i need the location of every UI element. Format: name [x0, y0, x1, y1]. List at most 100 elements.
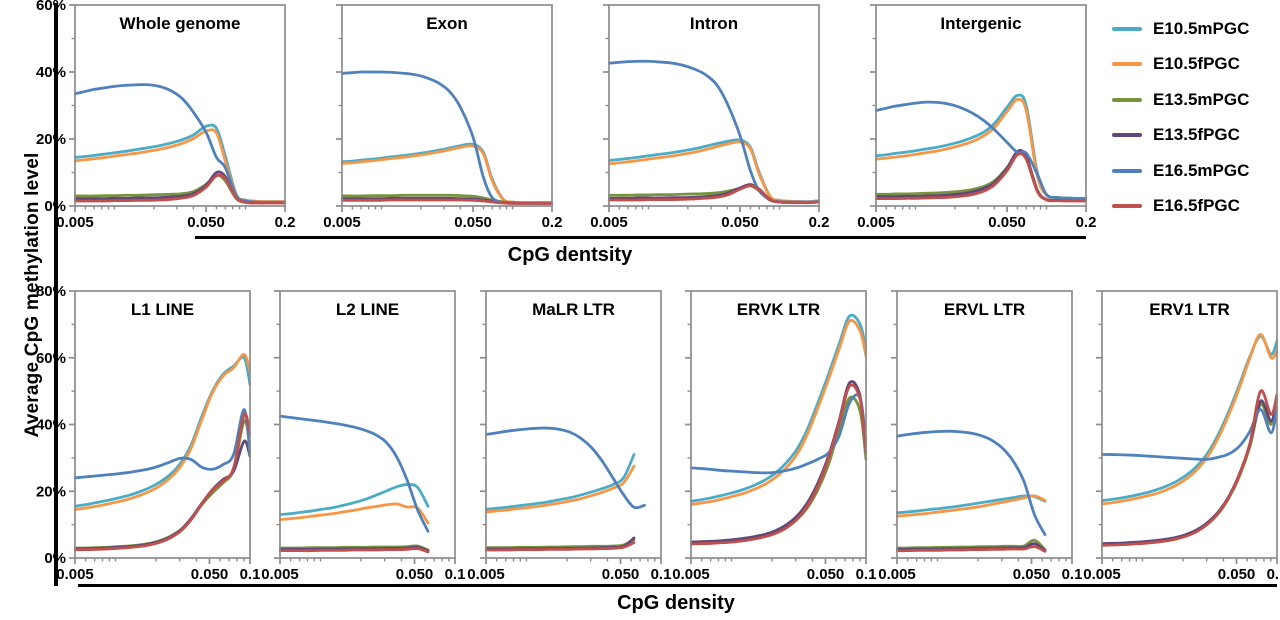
chart-title: L1 LINE [131, 300, 194, 319]
chart-title: Intron [690, 14, 738, 33]
chart-title: Exon [426, 14, 468, 33]
legend-item: E16.5mPGC [1112, 160, 1280, 181]
y-tick-label: 40% [36, 417, 66, 434]
legend-swatch-line [1112, 133, 1142, 137]
x-tick-label: 0.005 [467, 566, 505, 583]
series-line-E16.5mPGC [875, 100, 1087, 201]
x-tick-label: 0.050 [988, 214, 1026, 231]
legend-item: E13.5fPGC [1112, 125, 1280, 146]
chart-title: Whole genome [120, 14, 241, 33]
y-tick-label: 60% [36, 0, 66, 14]
x-tick-label: 0.005 [672, 566, 710, 583]
series-line-E16.5fPGC [74, 412, 251, 552]
x-tick-label: 0.2 [275, 214, 296, 231]
series-line-E16.5fPGC [485, 541, 636, 552]
series-line-E10.5fPGC [1101, 332, 1278, 506]
series-line-E16.5mPGC [608, 59, 820, 204]
series-line-E10.5mPGC [74, 123, 286, 204]
series-line-E10.5mPGC [279, 483, 430, 517]
series-line-E16.5fPGC [74, 173, 286, 205]
series-line-E10.5fPGC [896, 494, 1047, 518]
series-line-E10.5fPGC [74, 353, 251, 512]
series-line-E16.5fPGC [279, 547, 430, 554]
chart-title: ERV1 LTR [1149, 300, 1230, 319]
legend-swatch-line [1112, 97, 1142, 102]
y-tick-label: 80% [36, 283, 66, 300]
x-tick-label: 0.050 [396, 566, 434, 583]
chart-svg-exon: 0.005 0.050 0.2 Exon [323, 4, 562, 231]
series-line-E16.5mPGC [279, 414, 430, 533]
legend-label: E16.5mPGC [1153, 160, 1250, 180]
chart-svg-whole-genome: 0% 20% 40% 60% 0.005 0.050 0.2 Whole genome [36, 0, 295, 231]
chart-svg-ervl-ltr: 0.005 0.050 0.1 ERVL LTR [878, 290, 1082, 583]
series-line-E16.5fPGC [690, 383, 867, 546]
x-tick-label: 0.1 [651, 566, 672, 583]
series-line-E10.5mPGC [690, 313, 867, 503]
series-line-E10.5fPGC [875, 97, 1087, 201]
x-tick-label: 0.2 [809, 214, 830, 231]
x-tick-label: 0.2 [1076, 214, 1097, 231]
y-tick-label: 20% [36, 483, 66, 500]
y-tick-label: 20% [36, 131, 66, 148]
series-line-E16.5mPGC [341, 70, 553, 205]
series-line-E16.5fPGC [341, 198, 553, 205]
legend-label: E10.5mPGC [1153, 18, 1250, 38]
x-tick-label: 0.005 [261, 566, 299, 583]
series-line-E10.5mPGC [896, 494, 1047, 515]
y-tick-label: 0% [44, 550, 66, 567]
series-line-E16.5mPGC [485, 426, 646, 510]
chart-title: ERVK LTR [737, 300, 820, 319]
series-line-E10.5fPGC [690, 318, 867, 506]
legend-item: E10.5mPGC [1112, 18, 1280, 39]
series-line-E10.5mPGC [485, 453, 636, 511]
chart-title: MaLR LTR [532, 300, 615, 319]
chart-panel-erv1-ltr: 0.005 0.050 0.1 ERV1 LTR [1083, 290, 1280, 584]
series-line-E13.5fPGC [74, 439, 251, 551]
chart-panel-intergenic: 0.005 0.050 0.2 Intergenic [857, 4, 1096, 232]
legend-swatch-line [1112, 168, 1142, 173]
chart-panel-ervl-ltr: 0.005 0.050 0.1 ERVL LTR [878, 290, 1082, 584]
x-tick-label: 0.005 [1083, 566, 1121, 583]
chart-panel-malr-ltr: 0.005 0.050 0.1 MaLR LTR [467, 290, 671, 584]
series-line-E13.5fPGC [1101, 396, 1278, 546]
series-line-E16.5fPGC [896, 545, 1047, 553]
chart-panel-l2-line: 0.005 0.050 0.1 L2 LINE [261, 290, 465, 584]
legend-item: E10.5fPGC [1112, 54, 1280, 75]
series-line-E16.5fPGC [875, 152, 1087, 203]
x-tick-label: 0.1 [240, 566, 261, 583]
chart-svg-l2-line: 0.005 0.050 0.1 L2 LINE [261, 290, 465, 583]
legend-item: E16.5fPGC [1112, 196, 1280, 217]
legend-label: E13.5fPGC [1153, 125, 1240, 144]
chart-svg-erv1-ltr: 0.005 0.050 0.1 ERV1 LTR [1083, 290, 1280, 583]
series-line-E10.5fPGC [279, 502, 430, 525]
chart-panel-whole-genome: 0% 20% 40% 60% 0.005 0.050 0.2 Whole genome [36, 0, 295, 232]
chart-svg-intergenic: 0.005 0.050 0.2 Intergenic [857, 4, 1096, 231]
x-tick-label: 0.050 [602, 566, 640, 583]
series-line-E16.5fPGC [1101, 389, 1278, 547]
legend-label: E16.5fPGC [1153, 196, 1240, 215]
legend-swatch-line [1112, 204, 1142, 208]
chart-panel-l1-line: 0% 20% 40% 60% 80% 0.005 0.050 0.1 L1 LINE [36, 283, 260, 584]
legend-label: E13.5mPGC [1153, 89, 1250, 109]
x-tick-label: 0.1 [445, 566, 466, 583]
series-line-E16.5mPGC [896, 429, 1047, 537]
x-tick-label: 0.050 [721, 214, 759, 231]
legend: E10.5mPGC E10.5fPGC E13.5mPGC E13.5fPGC E16.… [1112, 18, 1280, 231]
legend-swatch-line [1112, 26, 1142, 31]
x-tick-label: 0.050 [454, 214, 492, 231]
y-tick-label: 40% [36, 64, 66, 81]
x-tick-label: 0.005 [323, 214, 361, 231]
x-tick-label: 0.050 [1013, 566, 1051, 583]
x-tick-label: 0.005 [857, 214, 895, 231]
x-tick-label: 0.005 [878, 566, 916, 583]
legend-item: E13.5mPGC [1112, 89, 1280, 110]
series-line-E10.5fPGC [485, 464, 636, 514]
x-tick-label: 0.005 [590, 214, 628, 231]
chart-title: ERVL LTR [944, 300, 1025, 319]
x-tick-label: 0.050 [807, 566, 845, 583]
x-tick-label: 0.050 [191, 566, 229, 583]
y-axis-bracket-line [54, 3, 58, 586]
x-tick-label: 0.005 [56, 214, 94, 231]
series-line-E16.5fPGC [608, 184, 820, 205]
